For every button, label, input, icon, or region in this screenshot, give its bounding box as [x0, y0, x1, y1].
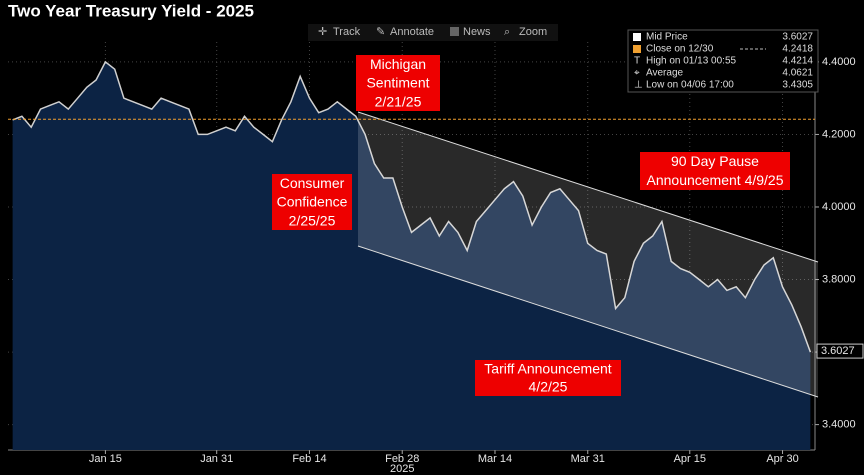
y-tick-label: 4.4000: [822, 56, 856, 68]
annotation-text: 4/2/25: [529, 379, 568, 395]
toolbar-icon: [450, 27, 459, 36]
x-tick-label: Jan 31: [200, 453, 233, 465]
annotation-text: 2/25/25: [289, 212, 336, 228]
price-line: [12, 60, 812, 353]
legend-label: Close on 12/30: [646, 44, 714, 55]
legend-label: Average: [646, 68, 684, 79]
legend-swatch: [633, 45, 641, 53]
x-tick-label: Apr 30: [766, 453, 798, 465]
toolbar-button[interactable]: News: [463, 26, 491, 38]
legend-swatch: [633, 33, 641, 41]
annotation-text: Announcement 4/9/25: [647, 172, 784, 188]
legend-box: [627, 29, 819, 93]
last-price-tag: [816, 343, 864, 359]
annotation-box: [640, 152, 790, 190]
legend-glyph: ⊥: [634, 80, 643, 91]
legend-value: 3.6027: [782, 32, 813, 43]
legend-value: 4.0621: [782, 68, 813, 79]
legend-value: 3.4305: [782, 80, 813, 91]
toolbar-icon: ✎: [376, 26, 385, 38]
x-tick-label: Jan 15: [89, 453, 122, 465]
y-tick-label: 4.0000: [822, 201, 856, 213]
toolbar-bg: [308, 24, 558, 41]
toolbar-button[interactable]: Zoom: [519, 26, 547, 38]
legend-label: High on 01/13 00:55: [646, 56, 737, 67]
annotation-box: [356, 55, 440, 111]
annotation-text: 90 Day Pause: [671, 153, 759, 169]
annotation-text: Sentiment: [366, 75, 429, 91]
annotation-text: 2/21/25: [375, 93, 422, 109]
y-tick-label: 3.8000: [822, 273, 856, 285]
legend-glyph: ⌖: [634, 68, 640, 79]
x-tick-label: Apr 15: [674, 453, 706, 465]
legend-glyph: T: [634, 56, 640, 67]
toolbar-icon: ⌕: [504, 26, 510, 38]
y-tick-label: 4.2000: [822, 128, 856, 140]
annotation-text: Confidence: [277, 194, 348, 210]
annotation-text: Michigan: [370, 56, 426, 72]
trend-channel: [358, 112, 818, 397]
trend-line: [357, 111, 819, 263]
annotation-text: Tariff Announcement: [484, 361, 611, 377]
toolbar-button[interactable]: Annotate: [390, 26, 434, 38]
annotation-box: [475, 360, 621, 396]
toolbar-button[interactable]: Track: [333, 26, 361, 38]
x-tick-label: Mar 14: [478, 453, 512, 465]
x-tick-label: Feb 14: [292, 453, 326, 465]
legend-label: Low on 04/06 17:00: [646, 80, 734, 91]
legend-label: Mid Price: [646, 32, 688, 43]
y-tick-label: 3.4000: [822, 419, 856, 431]
trend-line: [357, 245, 819, 398]
x-tick-label: Feb 28: [385, 453, 419, 465]
area: [12, 61, 811, 451]
toolbar: ✛ Track ✎ Annotate News ⌕ Zoom: [308, 24, 558, 41]
legend-value: 4.2418: [782, 44, 813, 55]
chart-title: Two Year Treasury Yield - 2025: [8, 1, 254, 20]
annotation-text: Consumer: [280, 175, 345, 191]
last-price-label: 3.6027: [821, 345, 855, 357]
x-tick-label: Mar 31: [571, 453, 605, 465]
x-axis-label: 2025: [390, 463, 414, 475]
annotation-box: [272, 174, 352, 230]
title-bar: [0, 0, 864, 22]
legend-value: 4.4214: [782, 56, 813, 67]
toolbar-icon: ✛: [318, 26, 327, 38]
